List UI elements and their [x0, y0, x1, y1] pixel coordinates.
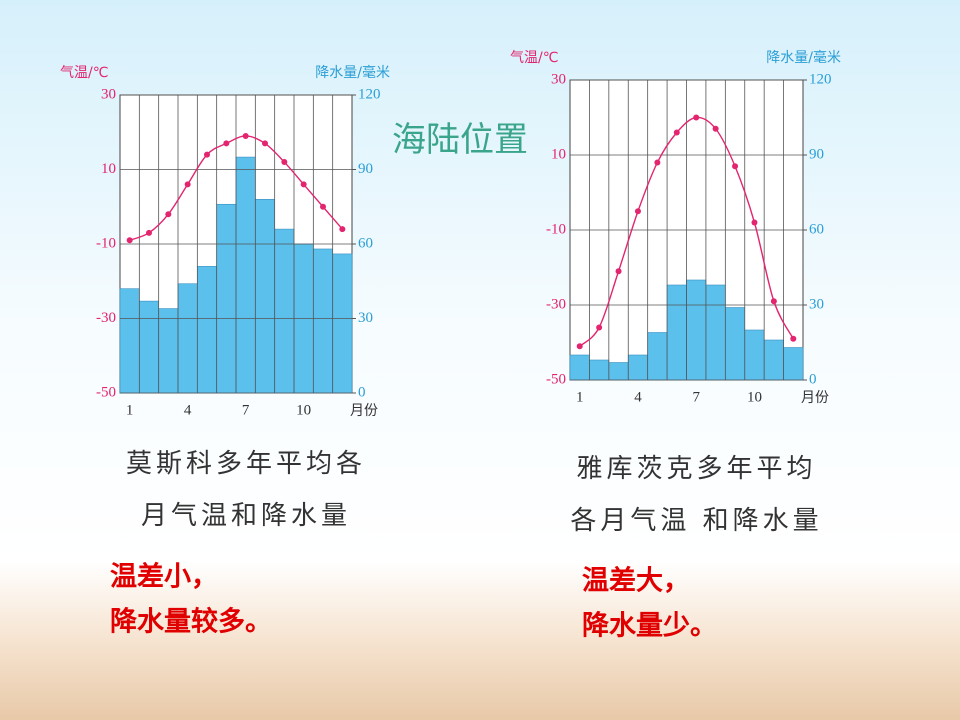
y2-axis-label: 降水量/毫米: [315, 64, 390, 81]
x-tick-label: 10: [747, 389, 762, 405]
y-axis-label: 气温/℃: [60, 65, 108, 81]
precip-bar: [197, 266, 217, 394]
y-tick-label: 30: [551, 71, 566, 87]
y2-tick-label: 120: [809, 71, 832, 87]
y2-tick-label: 90: [358, 161, 373, 177]
caption: 月气温和降水量: [141, 501, 351, 531]
temp-point: [281, 159, 288, 166]
temp-point: [204, 151, 210, 158]
temp-point: [634, 208, 641, 215]
precip-bar: [569, 354, 590, 381]
precip-bar: [255, 199, 275, 394]
temp-point: [300, 181, 307, 188]
precip-bar: [686, 279, 707, 381]
precip-bar: [705, 284, 726, 381]
precip-bar: [589, 359, 610, 381]
y-tick-label: 10: [101, 161, 116, 177]
temp-point: [184, 181, 191, 188]
precip-bar: [216, 203, 237, 394]
precip-bar: [274, 228, 295, 394]
x-tick-label: 7: [692, 389, 700, 405]
note: 温差大，: [582, 565, 690, 597]
temp-point: [576, 343, 583, 350]
precip-bar: [744, 329, 765, 381]
precip-bar: [666, 284, 687, 381]
y-tick-label: -50: [96, 384, 116, 400]
precip-bar: [647, 332, 668, 381]
x-tick-label: 4: [184, 402, 192, 418]
y2-tick-label: 0: [358, 384, 366, 400]
precip-bar: [177, 283, 198, 394]
y-tick-label: -10: [546, 221, 566, 237]
temp-point: [126, 237, 133, 244]
x-axis-label: 月份: [350, 403, 378, 419]
temp-point: [146, 229, 152, 236]
precip-bar: [119, 288, 140, 394]
y-tick-label: -30: [96, 310, 116, 326]
y2-tick-label: 0: [809, 371, 817, 387]
precip-bar: [313, 248, 333, 394]
temp-point: [673, 129, 680, 136]
precip-bar: [725, 307, 746, 381]
x-tick-label: 7: [242, 402, 250, 418]
temp-point: [596, 324, 603, 331]
y2-axis-label: 降水量/毫米: [766, 49, 841, 66]
y2-tick-label: 30: [809, 296, 824, 312]
note: 温差小，: [110, 561, 218, 593]
temp-point: [339, 226, 346, 233]
caption: 莫斯科多年平均各: [126, 449, 366, 479]
temp-point: [770, 298, 777, 305]
y-tick-label: -30: [546, 296, 566, 312]
y-tick-label: 10: [551, 146, 566, 162]
y-tick-label: 30: [101, 86, 116, 102]
slide-title: 海陆位置: [392, 120, 528, 160]
precip-bar: [235, 156, 256, 394]
y-tick-label: -50: [546, 371, 566, 387]
temp-point: [320, 203, 326, 210]
precip-bar: [332, 253, 353, 394]
temp-point: [262, 140, 268, 147]
y2-tick-label: 90: [809, 146, 824, 162]
precip-bar: [608, 362, 629, 381]
precip-bar: [783, 347, 804, 381]
temp-point: [615, 268, 622, 275]
x-tick-label: 4: [634, 389, 642, 405]
x-tick-label: 1: [576, 389, 584, 405]
temp-point: [242, 132, 249, 139]
y2-tick-label: 30: [358, 310, 373, 326]
y2-tick-label: 60: [358, 235, 373, 251]
y-tick-label: -10: [96, 235, 116, 251]
x-axis-label: 月份: [801, 390, 829, 406]
note: 降水量少。: [582, 611, 717, 642]
temp-point: [732, 163, 739, 170]
precip-bar: [139, 300, 159, 394]
precip-bar: [763, 339, 784, 381]
caption: 各月气温 和降水量: [570, 506, 822, 536]
caption: 雅库茨克多年平均: [576, 454, 816, 484]
temp-point: [165, 211, 172, 218]
temp-point: [654, 159, 661, 166]
temp-point: [693, 114, 700, 121]
temp-point: [712, 125, 719, 132]
precip-bar: [158, 308, 179, 394]
temp-point: [751, 219, 758, 226]
y2-tick-label: 120: [358, 86, 381, 102]
note: 降水量较多。: [110, 606, 272, 638]
x-tick-label: 10: [296, 402, 311, 418]
temp-point: [790, 335, 797, 342]
temp-point: [223, 140, 230, 147]
y2-tick-label: 60: [809, 221, 824, 237]
y-axis-label: 气温/℃: [510, 50, 558, 66]
x-tick-label: 1: [126, 402, 134, 418]
precip-bar: [627, 354, 648, 381]
